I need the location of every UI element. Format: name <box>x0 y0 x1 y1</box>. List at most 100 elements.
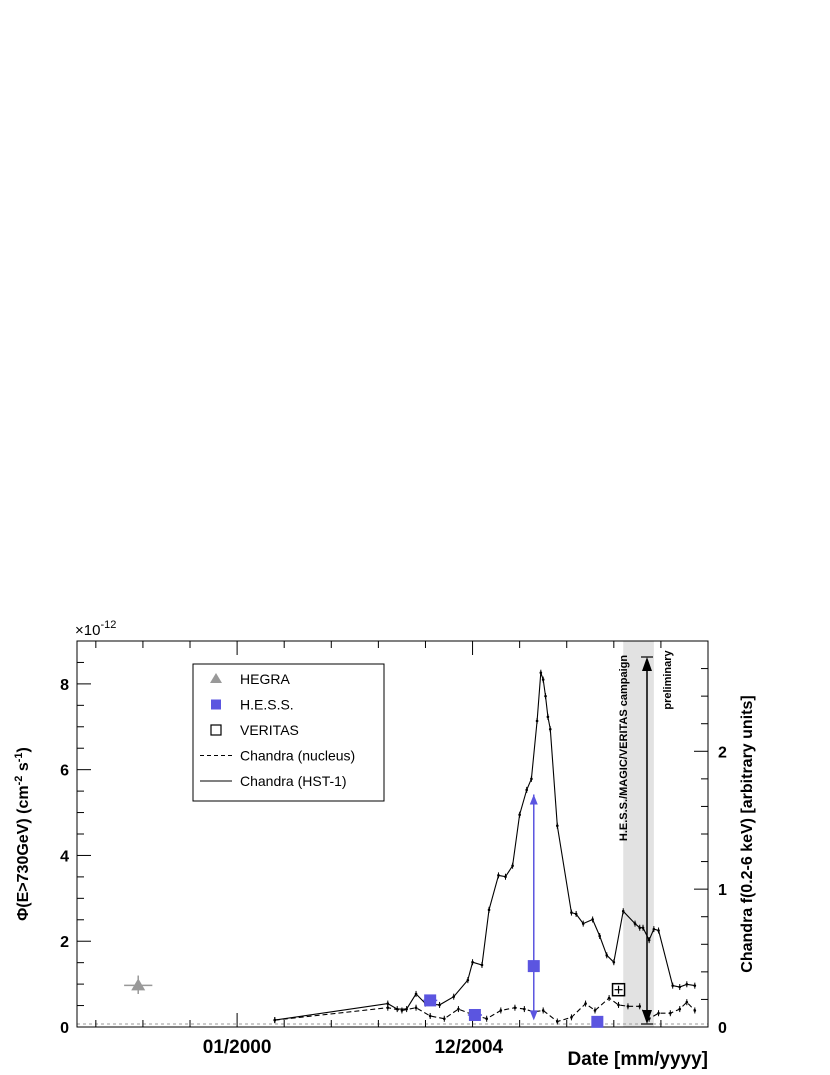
chandra-point <box>556 1020 559 1023</box>
chandra-point <box>485 1017 488 1021</box>
chandra-point <box>647 938 651 942</box>
chandra-point <box>693 984 697 987</box>
chandra-point <box>657 1011 660 1015</box>
legend-box <box>192 663 385 802</box>
chandra-point <box>497 874 500 877</box>
chandra-point <box>638 926 642 930</box>
chandra-point <box>605 954 609 957</box>
chandra-point <box>678 1007 682 1011</box>
chandra-point <box>442 1017 446 1021</box>
legend-hess-icon <box>211 699 221 710</box>
chandra-point <box>541 1009 545 1012</box>
chandra-point <box>570 911 573 914</box>
chandra-point <box>504 875 507 879</box>
y-left-label-mid: s <box>15 762 32 775</box>
hess-marker <box>468 1008 481 1021</box>
y-left-tick-label: 4 <box>60 848 69 865</box>
y-left-label-main: Φ(E>730GeV) (cm <box>15 785 32 920</box>
chandra-point <box>386 1002 390 1005</box>
chandra-point <box>273 1018 277 1022</box>
chandra-point <box>452 995 456 998</box>
upper-arrow-head <box>529 794 538 805</box>
chandra-point <box>556 824 559 828</box>
chandra-point <box>414 1006 418 1009</box>
chandra-point <box>546 715 550 719</box>
chandra-point <box>626 1005 630 1008</box>
y-left-label-end: ) <box>15 747 32 752</box>
y-right-tick-label: 0 <box>718 1020 727 1037</box>
plot-frame <box>76 640 709 1028</box>
chandra-point <box>535 719 539 723</box>
chandra-point <box>669 1011 672 1015</box>
legend-label: H.E.S.S. <box>240 697 294 713</box>
chandra-point <box>548 727 552 731</box>
legend: HEGRA H.E.S.S. VERITAS Chandra (nucleus) Cha… <box>192 663 385 802</box>
y-left-tick-label: 6 <box>60 763 69 780</box>
x-tick-label: 12/2004 <box>434 1037 503 1058</box>
y-right-tick-label: 1 <box>718 882 727 899</box>
y-left-label-sup1: -2 <box>13 776 25 786</box>
chandra-point <box>386 1006 390 1009</box>
chandra-point <box>574 912 578 916</box>
y-right-tick-label: 2 <box>718 744 727 761</box>
chandra-point <box>612 960 616 964</box>
y-left-tick-label: 0 <box>60 1020 69 1037</box>
x-tick-label: 01/2000 <box>203 1037 272 1058</box>
y-multiplier: ×10-12 <box>75 619 116 639</box>
hess-marker <box>424 994 437 1007</box>
legend-label: VERITAS <box>240 722 299 738</box>
chandra-point <box>525 788 529 792</box>
campaign-arrow <box>641 656 653 1025</box>
hess-marker <box>527 960 540 973</box>
chandra-point <box>685 982 689 986</box>
legend-veritas-icon <box>210 724 222 736</box>
campaign-annotation: H.E.S.S./MAGIC/VERITAS campaign <box>618 655 630 841</box>
series-layer <box>124 669 697 1028</box>
chandra-point <box>466 978 470 982</box>
chandra-point <box>541 678 545 681</box>
legend-label: HEGRA <box>240 671 290 687</box>
chandra-point <box>584 1002 587 1005</box>
campaign-arrow-head-top <box>642 657 652 671</box>
chandra-point <box>678 985 682 989</box>
x-axis-label: Date [mm/yyyy] <box>568 1049 708 1070</box>
chandra-point <box>530 777 533 781</box>
chandra-point <box>513 1006 517 1009</box>
chandra-point <box>428 1014 432 1018</box>
y-left-tick-label: 2 <box>60 934 69 951</box>
y-multiplier-base: ×10 <box>75 622 100 639</box>
legend-label: Chandra (nucleus) <box>240 748 355 764</box>
chandra-point <box>693 1009 697 1012</box>
chandra-point <box>641 926 645 930</box>
y-right-axis-label: Chandra f(0.2-6 keV) [arbitrary units] <box>739 695 756 972</box>
chandra-point <box>671 984 674 987</box>
chandra-point <box>633 922 637 925</box>
chandra-point <box>539 671 543 675</box>
y-left-tick-label: 8 <box>60 677 69 694</box>
legend-hegra-icon <box>210 673 222 683</box>
hegra-marker <box>131 978 146 991</box>
chandra-point <box>598 934 601 938</box>
y-multiplier-exp: -12 <box>100 619 116 631</box>
hess-marker <box>591 1015 604 1028</box>
chandra-point <box>414 992 418 996</box>
chandra-point <box>591 918 594 921</box>
chandra-point <box>480 963 484 967</box>
chandra-point <box>457 1007 460 1011</box>
chandra-point <box>593 1009 597 1012</box>
legend-label: Chandra (HST-1) <box>240 773 347 789</box>
campaign-band <box>623 641 654 1027</box>
lower-arrow-head <box>529 1010 538 1021</box>
chandra-point <box>570 1016 573 1019</box>
chandra-point <box>652 927 656 931</box>
chandra-nucleus-line <box>274 997 696 1023</box>
preliminary-annotation: preliminary <box>662 649 674 709</box>
chandra-point <box>499 1009 503 1012</box>
chandra-point <box>523 1007 526 1011</box>
chandra-point <box>518 813 521 816</box>
y-left-label-sup2: -1 <box>13 753 25 763</box>
chandra-point <box>581 922 585 925</box>
y-left-axis-label: Φ(E>730GeV) (cm-2 s-1) <box>13 747 32 921</box>
chandra-point <box>685 1000 689 1004</box>
